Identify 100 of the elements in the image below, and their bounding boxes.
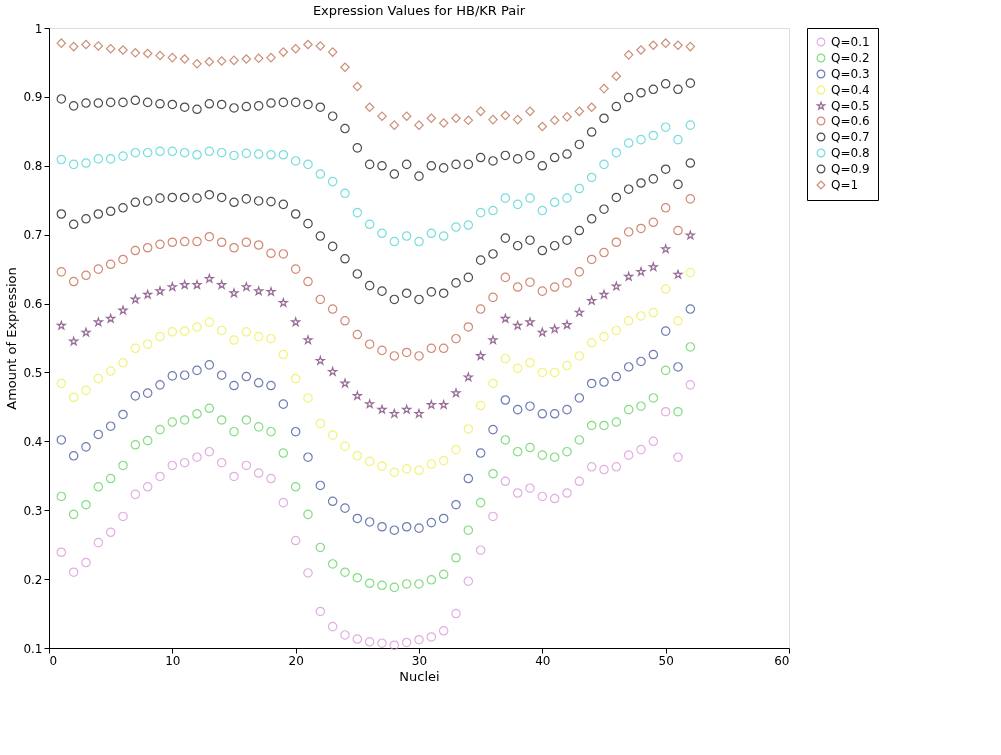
point xyxy=(636,87,646,98)
point xyxy=(488,156,498,166)
point xyxy=(142,388,153,398)
point xyxy=(451,444,461,455)
point xyxy=(229,103,239,113)
point xyxy=(574,307,584,317)
point xyxy=(426,459,437,469)
point xyxy=(81,214,91,224)
point xyxy=(377,404,387,414)
point xyxy=(648,217,659,228)
x-tick-label: 10 xyxy=(165,653,181,668)
point xyxy=(130,197,141,208)
point xyxy=(463,424,474,434)
point xyxy=(303,159,313,170)
point xyxy=(439,400,449,409)
point xyxy=(56,435,67,445)
point xyxy=(488,378,498,389)
point xyxy=(599,247,609,258)
point xyxy=(599,204,609,214)
point xyxy=(401,637,412,648)
point xyxy=(562,488,572,498)
point xyxy=(253,378,264,388)
point xyxy=(105,97,116,108)
point xyxy=(204,360,215,370)
point xyxy=(586,214,597,224)
point xyxy=(179,102,190,112)
point xyxy=(290,426,301,437)
point xyxy=(118,511,128,522)
point xyxy=(500,313,510,323)
point xyxy=(253,240,264,250)
point xyxy=(463,576,474,586)
point xyxy=(463,159,474,170)
point xyxy=(426,400,436,409)
point xyxy=(364,159,375,170)
point xyxy=(475,497,486,508)
point xyxy=(549,452,560,462)
point xyxy=(105,473,116,484)
point xyxy=(488,335,498,345)
point xyxy=(414,294,424,305)
point xyxy=(179,54,190,64)
point xyxy=(673,84,683,95)
point xyxy=(463,525,474,535)
point xyxy=(142,339,153,349)
legend-label: Q=0.6 xyxy=(831,114,870,128)
point xyxy=(673,225,683,236)
point xyxy=(56,209,67,219)
y-tick-label: 1 xyxy=(34,21,43,36)
point xyxy=(352,329,363,340)
point xyxy=(327,430,338,440)
point xyxy=(241,54,252,64)
point xyxy=(303,39,313,50)
point xyxy=(56,491,67,502)
point xyxy=(512,488,523,498)
x-tick-label: 20 xyxy=(288,653,304,668)
point xyxy=(648,262,658,272)
point xyxy=(673,134,683,145)
point xyxy=(500,476,511,487)
point xyxy=(278,249,289,259)
point xyxy=(241,282,251,292)
point xyxy=(93,317,103,327)
point xyxy=(327,621,338,632)
point xyxy=(204,56,215,67)
point xyxy=(56,320,66,330)
point xyxy=(192,104,202,115)
y-tick-label: 0.2 xyxy=(23,572,43,587)
y-tick-label: 0.8 xyxy=(23,159,43,174)
point xyxy=(463,372,473,382)
point xyxy=(68,451,79,461)
point xyxy=(365,399,375,409)
point xyxy=(303,393,313,403)
point xyxy=(599,289,609,299)
point xyxy=(105,421,116,431)
y-axis-title: Amount of Expression xyxy=(4,267,20,410)
point xyxy=(340,630,350,640)
point xyxy=(673,362,683,372)
point xyxy=(401,464,412,474)
point xyxy=(438,569,449,580)
point xyxy=(414,351,424,361)
point xyxy=(253,468,264,478)
point xyxy=(68,101,79,111)
point xyxy=(167,417,178,427)
point xyxy=(389,120,400,130)
point xyxy=(340,567,350,577)
point xyxy=(512,282,523,292)
point xyxy=(254,286,264,296)
point xyxy=(574,267,585,277)
point xyxy=(340,503,350,513)
point xyxy=(118,203,128,213)
point xyxy=(68,392,79,403)
point xyxy=(599,83,609,94)
point xyxy=(290,97,301,108)
point xyxy=(253,422,264,432)
point xyxy=(549,152,560,163)
point xyxy=(303,276,313,287)
point xyxy=(130,391,141,401)
point xyxy=(167,52,178,63)
point xyxy=(488,292,498,303)
point xyxy=(389,640,400,651)
point xyxy=(253,53,264,64)
point xyxy=(155,239,165,250)
